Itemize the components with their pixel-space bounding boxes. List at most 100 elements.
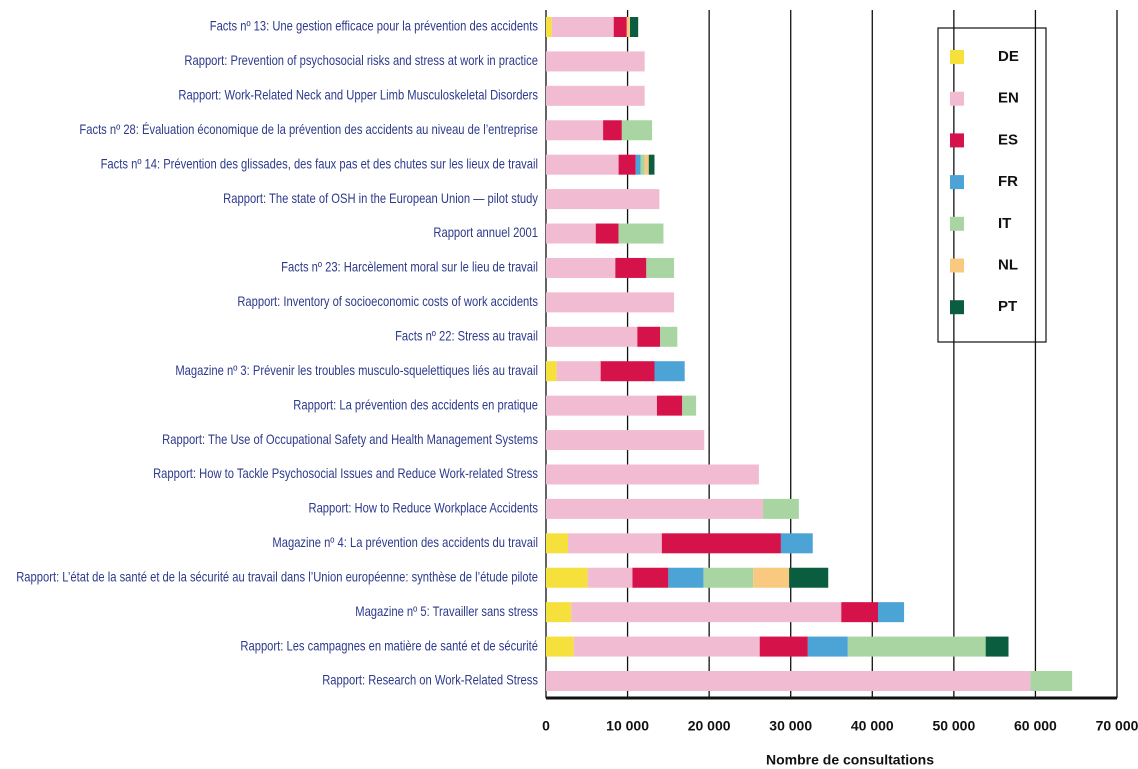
bar-segment (556, 361, 601, 382)
bar-segment (613, 17, 627, 37)
bar-segment (600, 361, 655, 382)
bar-segment (630, 17, 639, 37)
bar-segment (615, 257, 647, 278)
bar-segment (551, 17, 614, 37)
y-tick-label: Rapport: L’état de la santé et de la séc… (16, 568, 538, 584)
bar-segment (646, 257, 675, 278)
legend-label: PT (998, 298, 1017, 315)
bar-segment (618, 223, 664, 244)
legend-swatch (950, 133, 964, 148)
bar-segment (546, 154, 619, 175)
bar-segment (546, 361, 557, 382)
y-tick-label: Magazine nº 5: Travailler sans stress (355, 603, 538, 619)
y-tick-label: Rapport: Research on Work-Related Stress (322, 672, 538, 688)
x-tick-label: 60 000 (1014, 718, 1057, 734)
legend-swatch (950, 91, 964, 106)
legend-label: FR (998, 173, 1018, 190)
y-tick-label: Magazine nº 4: La prévention des acciden… (272, 534, 538, 550)
bar-segment (847, 636, 986, 657)
bar-segment (644, 154, 649, 175)
bar-segment (546, 533, 569, 554)
x-tick-label: 20 000 (688, 718, 731, 734)
y-tick-label: Rapport: Work-Related Neck and Upper Lim… (178, 87, 538, 103)
bar-segment (656, 395, 683, 416)
bar-segment (587, 567, 633, 588)
bar-segment (626, 17, 631, 37)
bar-segment (546, 17, 552, 37)
y-tick-label: Facts nº 13: Une gestion efficace pour l… (210, 18, 538, 34)
bar-segment (780, 533, 813, 554)
bar-segment (660, 326, 678, 347)
legend-swatch (950, 216, 964, 231)
y-tick-label: Rapport annuel 2001 (433, 224, 538, 240)
bar-segment (546, 189, 660, 210)
bar-segment (603, 120, 622, 141)
legend-swatch (950, 175, 964, 190)
bar-segment (682, 395, 697, 416)
bar-segment (703, 567, 754, 588)
bar-segment (546, 464, 759, 485)
x-tick-label: 0 (542, 718, 550, 734)
x-tick-label: 30 000 (769, 718, 812, 734)
bar-segment (546, 51, 645, 72)
bar-segment (635, 154, 641, 175)
x-tick-label: 50 000 (932, 718, 975, 734)
y-tick-label: Magazine nº 3: Prévenir les troubles mus… (175, 362, 538, 378)
bar-segment (546, 120, 604, 141)
bar-segment (546, 326, 638, 347)
bar-segment (595, 223, 619, 244)
bar-segment (640, 154, 645, 175)
bar-segment (1030, 671, 1073, 691)
y-tick-label: Rapport: La prévention des accidents en … (293, 396, 538, 412)
bar-segment (546, 671, 1031, 691)
bar-segment (618, 154, 636, 175)
bar-segment (546, 292, 675, 313)
bar-segment (648, 154, 655, 175)
bar-segment (546, 498, 763, 519)
legend-label: NL (998, 256, 1018, 273)
bar-segment (654, 361, 685, 382)
bar-segment (546, 430, 705, 451)
legend-label: ES (998, 131, 1018, 148)
legend-swatch (950, 50, 964, 64)
bar-segment (632, 567, 669, 588)
bar-segment (668, 567, 704, 588)
y-tick-label: Facts nº 28: Évaluation économique de la… (79, 121, 538, 137)
x-axis-label: Nombre de consultations (766, 752, 934, 768)
bar-segment (985, 636, 1009, 657)
legend-label: IT (998, 215, 1011, 232)
bar-segment (789, 567, 829, 588)
y-tick-label: Rapport: Inventory of socioeconomic cost… (237, 293, 538, 309)
x-tick-label: 40 000 (851, 718, 894, 734)
bar-segment (637, 326, 661, 347)
legend-label: DE (998, 48, 1019, 65)
y-tick-label: Rapport: Prevention of psychosocial risk… (184, 52, 538, 68)
y-tick-label: Facts nº 14: Prévention des glissades, d… (101, 155, 538, 171)
bar-segment (573, 636, 760, 657)
bar-segment (571, 602, 842, 623)
bar-segment (877, 602, 905, 623)
bar-segment (546, 257, 616, 278)
bar-segment (841, 602, 878, 623)
bar-segment (546, 602, 572, 623)
bar-segment (546, 395, 657, 416)
x-tick-label: 70 000 (1096, 718, 1138, 734)
y-tick-label: Rapport: The Use of Occupational Safety … (162, 431, 538, 447)
legend-label: EN (998, 90, 1019, 107)
y-tick-label: Rapport: How to Tackle Psychosocial Issu… (153, 465, 538, 481)
bar-segment (546, 567, 588, 588)
bar-segment (759, 636, 808, 657)
y-tick-label: Facts nº 22: Stress au travail (395, 327, 538, 343)
y-tick-label: Rapport: The state of OSH in the Europea… (223, 190, 538, 206)
bar-segment (546, 85, 645, 106)
x-tick-label: 10 000 (606, 718, 649, 734)
bar-segment (807, 636, 848, 657)
y-tick-label: Facts nº 23: Harcèlement moral sur le li… (281, 259, 538, 275)
bar-segment (546, 636, 574, 657)
bar-segment (621, 120, 653, 141)
bar-segment (661, 533, 781, 554)
y-tick-label: Rapport: How to Reduce Workplace Acciden… (308, 500, 538, 516)
bar-segment (546, 223, 596, 244)
y-tick-label: Rapport: Les campagnes en matière de san… (240, 637, 538, 653)
